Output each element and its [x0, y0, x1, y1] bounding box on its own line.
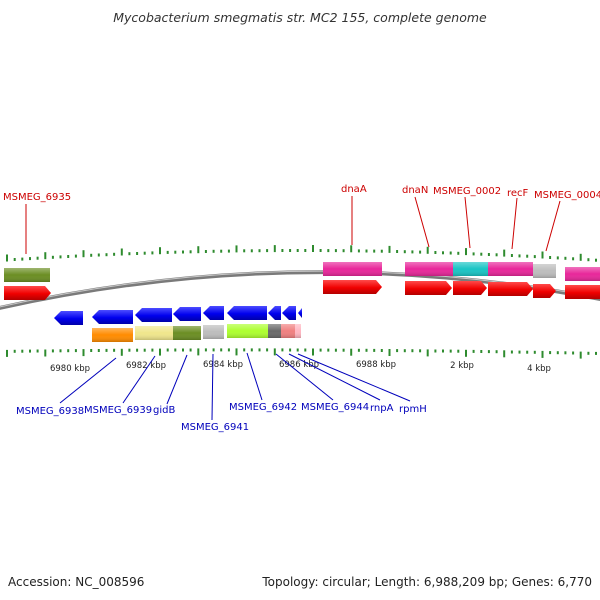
gene-arrow-reverse[interactable] [298, 308, 302, 318]
gene-arrow-forward[interactable] [533, 284, 556, 298]
gene-label-gidB[interactable]: gidB [153, 405, 175, 416]
map-title: Mycobacterium smegmatis str. MC2 155, co… [113, 10, 487, 25]
cog-row-forward [4, 262, 600, 282]
gene-label-dnaN[interactable]: dnaN [402, 185, 428, 196]
gene-label-dnaA[interactable]: dnaA [341, 184, 367, 195]
axis-label: 6980 kbp [50, 364, 90, 374]
gene-label-MSMEG_6938[interactable]: MSMEG_6938 [16, 406, 84, 417]
gene-label-MSMEG_0002[interactable]: MSMEG_0002 [433, 186, 501, 197]
gene-arrow-reverse[interactable] [135, 308, 172, 322]
topology-text: Topology: circular; Length: 6,988,209 bp… [262, 575, 592, 589]
gene-arrow-forward[interactable] [565, 285, 600, 299]
gene-label-rpmH[interactable]: rpmH [399, 404, 427, 415]
tick-row-forward [6, 245, 597, 262]
gene-arrow-forward[interactable] [488, 282, 533, 296]
accession-text: Accession: NC_008596 [8, 575, 145, 589]
gene-arrow-forward[interactable] [323, 280, 382, 294]
gene-label-MSMEG_6942[interactable]: MSMEG_6942 [229, 402, 297, 413]
gene-label-MSMEG_6935[interactable]: MSMEG_6935 [3, 192, 71, 203]
gene-label-MSMEG_6944[interactable]: MSMEG_6944 [301, 402, 369, 413]
gene-label-recF[interactable]: recF [507, 188, 529, 199]
axis-label: 6982 kbp [126, 361, 166, 371]
gene-arrow-reverse[interactable] [54, 311, 83, 325]
gene-arrow-reverse[interactable] [227, 306, 267, 320]
genes-reverse [54, 306, 302, 325]
gene-arrow-reverse[interactable] [92, 310, 133, 324]
axis-label: 4 kbp [527, 364, 551, 374]
gene-arrow-forward[interactable] [453, 281, 487, 295]
gene-label-rnpA[interactable]: rnpA [370, 403, 394, 414]
gene-label-MSMEG_6939[interactable]: MSMEG_6939 [84, 405, 152, 416]
gene-arrow-reverse[interactable] [203, 306, 224, 320]
cog-row-reverse [92, 324, 301, 342]
axis-label: 2 kbp [450, 361, 474, 371]
tick-row-reverse [6, 348, 597, 359]
axis-label: 6984 kbp [203, 360, 243, 370]
gene-arrow-forward[interactable] [405, 281, 452, 295]
axis-label: 6988 kbp [356, 360, 396, 370]
axis-label: 6986 kbp [279, 360, 319, 370]
gene-labels-reverse: MSMEG_6938 MSMEG_6939 gidB MSMEG_6941 MS… [16, 352, 427, 433]
gene-arrow-reverse[interactable] [282, 306, 296, 320]
gene-arrow-forward[interactable] [4, 286, 51, 300]
gene-arrow-reverse[interactable] [173, 307, 201, 321]
axis-labels: 6980 kbp 6982 kbp 6984 kbp 6986 kbp 6988… [50, 360, 551, 374]
gene-label-MSMEG_0004[interactable]: MSMEG_0004 [534, 190, 600, 201]
gene-label-MSMEG_6941[interactable]: MSMEG_6941 [181, 422, 249, 433]
genes-forward [4, 280, 600, 300]
gene-arrow-reverse[interactable] [268, 306, 281, 320]
gene-labels-forward: MSMEG_6935 dnaA dnaN MSMEG_0002 recF MSM… [3, 184, 600, 254]
